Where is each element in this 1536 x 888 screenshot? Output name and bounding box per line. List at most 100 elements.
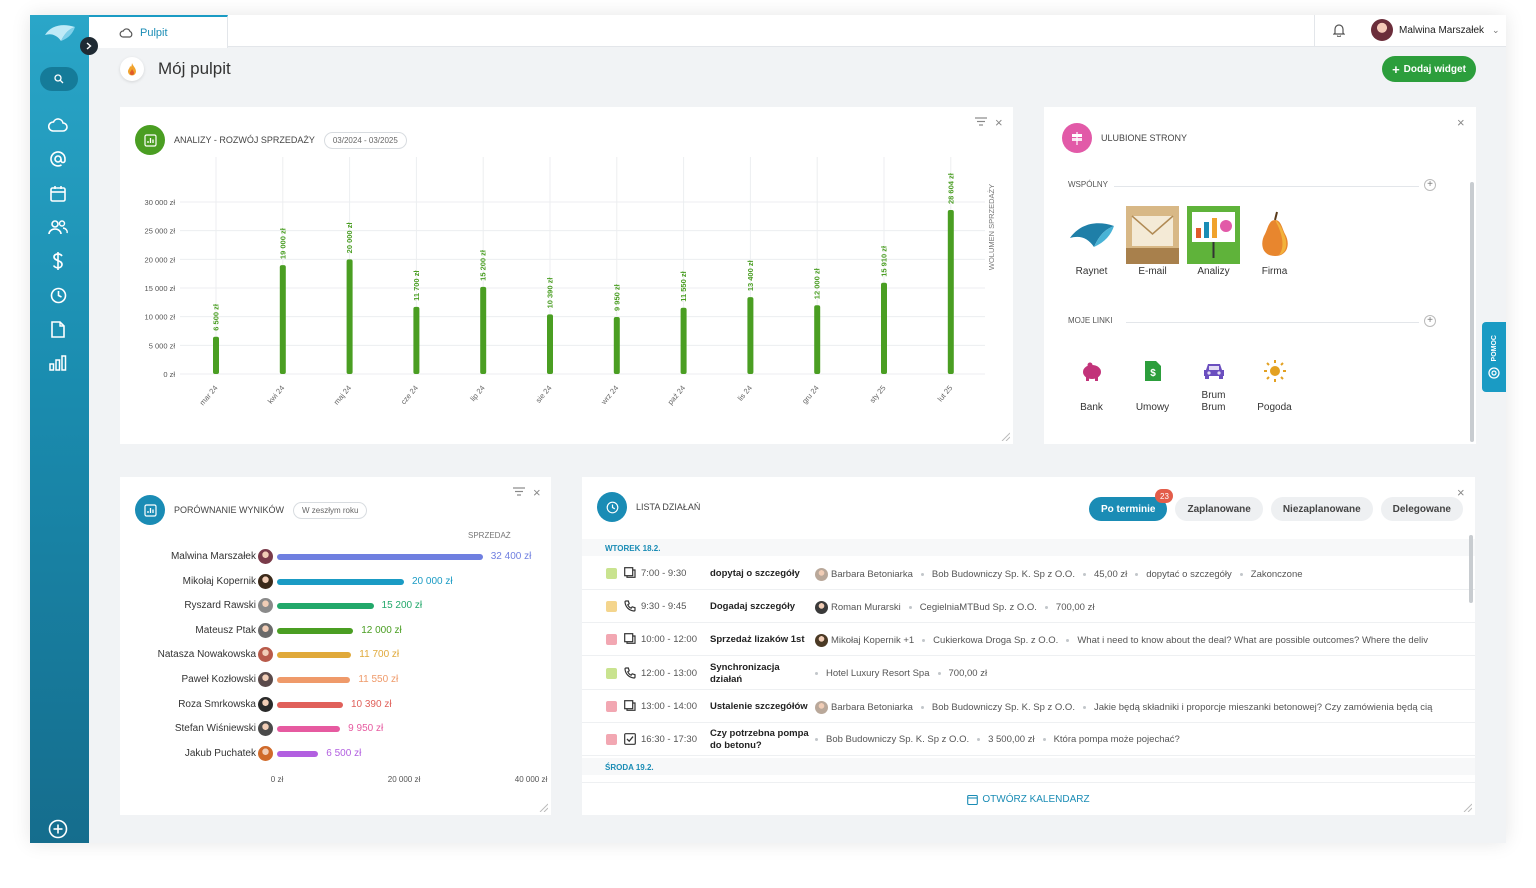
favorite-tile-email[interactable]: E-mail	[1124, 204, 1181, 286]
salesperson-name: Stefan Wiśniewski	[174, 723, 256, 735]
bar	[277, 652, 352, 659]
activities-scrollbar[interactable]	[1469, 535, 1473, 603]
comparison-row[interactable]: Ryszard Rawski 15 200 zł	[120, 598, 550, 614]
sidebar-item-email[interactable]	[45, 146, 71, 172]
salesperson-name: Mikołaj Kopernik	[182, 575, 256, 587]
favorite-tile-label: Brum Brum	[1201, 390, 1226, 413]
day-header-bar	[582, 539, 1475, 556]
favorite-tile-label: Analizy	[1197, 266, 1230, 277]
divider	[1126, 322, 1419, 323]
comparison-row[interactable]: Malwina Marszałek 32 400 zł	[120, 549, 550, 565]
comparison-row[interactable]: Natasza Nowakowska 11 700 zł	[120, 647, 550, 663]
activity-meta[interactable]: Bob Budowniczy Sp. K. Sp z O.O.	[826, 734, 970, 745]
meeting-icon	[624, 633, 636, 647]
close-icon[interactable]: ×	[1457, 115, 1465, 130]
period-pill[interactable]: W zeszłym roku	[293, 501, 368, 519]
avatar	[258, 672, 273, 687]
separator-dot	[1135, 573, 1139, 576]
sidebar-item-contacts[interactable]	[45, 214, 71, 240]
favorites-scrollbar[interactable]	[1470, 182, 1474, 442]
add-my-link-button[interactable]: +	[1424, 315, 1436, 327]
x-tick-label: maj 24	[332, 384, 353, 407]
activity-title[interactable]: Synchronizacja działań	[710, 661, 780, 685]
activity-row[interactable]: 16:30 - 17:30 Czy potrzebna pompa do beto…	[582, 723, 1475, 756]
help-tab[interactable]: POMOC	[1482, 322, 1506, 392]
sidebar-add-button[interactable]	[45, 816, 71, 842]
sidebar-collapse-button[interactable]	[80, 37, 98, 55]
y-tick-label: 0 zł	[163, 370, 175, 379]
tab-overdue[interactable]: Po terminie 23	[1089, 489, 1174, 521]
filter-icon[interactable]	[975, 117, 987, 126]
date-range-pill[interactable]: 03/2024 - 03/2025	[323, 131, 407, 149]
comparison-row[interactable]: Mateusz Ptak 12 000 zł	[120, 622, 550, 639]
sidebar-item-documents[interactable]	[45, 316, 71, 342]
add-shared-link-button[interactable]: +	[1424, 179, 1436, 191]
tab-pulpit[interactable]: Pulpit	[89, 15, 228, 48]
close-icon[interactable]: ×	[995, 115, 1003, 130]
favorite-tile-raynet[interactable]: Raynet	[1063, 204, 1120, 286]
resize-handle-icon[interactable]	[538, 802, 548, 812]
sidebar-item-analytics[interactable]	[45, 350, 71, 376]
comparison-row[interactable]: Paweł Kozłowski 11 550 zł	[120, 672, 550, 688]
activity-row[interactable]: 12:00 - 13:00 Synchronizacja działań Hotel…	[582, 657, 1475, 690]
bar-chart-icon	[49, 355, 67, 371]
activity-meta[interactable]: Hotel Luxury Resort Spa	[826, 667, 930, 679]
bar-value-label: 9 950 zł	[612, 283, 621, 311]
sun-icon	[1248, 342, 1301, 400]
activity-title[interactable]: Sprzedaż lizaków 1st	[710, 634, 805, 646]
activity-title[interactable]: Czy potrzebna pompa do betonu?	[710, 728, 809, 751]
tab-delegated[interactable]: Delegowane	[1380, 497, 1463, 521]
activity-row[interactable]: 9:30 - 9:45 Dogadaj szczegóły Roman Murars…	[582, 590, 1475, 624]
activity-row[interactable]: 7:00 - 9:30 dopytaj o szczegóły Barbara Be…	[582, 557, 1475, 590]
activity-meta[interactable]: Barbara Betoniarka	[831, 701, 913, 713]
close-icon[interactable]: ×	[533, 485, 541, 500]
activity-title[interactable]: dopytaj o szczegóły	[710, 568, 800, 579]
tab-planned[interactable]: Zaplanowane	[1175, 497, 1263, 521]
activity-meta[interactable]: Roman Murarski	[831, 602, 901, 614]
bar-value-label: 9 950 zł	[348, 723, 384, 735]
favorite-tile-brum-brum[interactable]: Brum Brum	[1185, 340, 1242, 422]
activity-details: Mikołaj Kopernik +1 Cukierkowa Droga Sp. …	[815, 634, 1455, 648]
activity-title[interactable]: Dogadaj szczegóły	[710, 601, 795, 613]
activity-meta[interactable]: Barbara Betoniarka	[831, 569, 913, 580]
people-icon	[48, 220, 68, 235]
piggy-bank-icon	[1065, 342, 1118, 400]
activities-widget-header: LISTA DZIAŁAŃ	[597, 492, 700, 522]
favorite-tile-bank[interactable]: Bank	[1063, 340, 1120, 422]
favorite-tile-pogoda[interactable]: Pogoda	[1246, 340, 1303, 422]
favorite-tile-firma[interactable]: Firma	[1246, 204, 1303, 286]
sidebar-search-button[interactable]	[40, 67, 78, 91]
sidebar-item-activities[interactable]	[45, 282, 71, 308]
favorite-tile-analizy[interactable]: Analizy	[1185, 204, 1242, 286]
sidebar-item-sales[interactable]	[45, 248, 71, 274]
priority-color-square	[606, 700, 617, 712]
meeting-icon	[624, 699, 636, 714]
comparison-row[interactable]: Mikołaj Kopernik 20 000 zł	[120, 573, 550, 590]
activity-row[interactable]: 13:00 - 14:00 Ustalenie szczegółów Barbara…	[582, 690, 1475, 723]
resize-handle-icon[interactable]	[1000, 431, 1010, 441]
sidebar-item-calendar[interactable]	[45, 180, 71, 206]
salesperson-name: Mateusz Ptak	[195, 624, 256, 636]
raynet-logo-icon[interactable]	[43, 23, 77, 43]
avatar	[258, 745, 273, 761]
tab-unplanned[interactable]: Niezaplanowane	[1270, 497, 1373, 521]
clock-icon	[597, 492, 627, 522]
user-menu[interactable]: Malwina Marszałek ⌄	[1371, 19, 1500, 41]
x-tick-label: sie 24	[534, 384, 554, 405]
open-calendar-button[interactable]: OTWÓRZ KALENDARZ	[582, 782, 1475, 815]
add-widget-button[interactable]: + Dodaj widget	[1382, 56, 1476, 82]
comparison-row[interactable]: Stefan Wiśniewski 9 950 zł	[120, 721, 550, 737]
close-icon[interactable]: ×	[1457, 485, 1465, 500]
favorite-tile-umowy[interactable]: $ Umowy	[1124, 340, 1181, 422]
bell-icon[interactable]	[1333, 23, 1345, 37]
activity-row[interactable]: 10:00 - 12:00 Sprzedaż lizaków 1st Mikołaj…	[582, 623, 1475, 657]
comparison-widget-header: PORÓWNANIE WYNIKÓW W zeszłym roku	[135, 495, 368, 525]
filter-icon[interactable]	[513, 487, 525, 496]
sidebar-item-dashboard[interactable]	[45, 112, 71, 138]
y-tick-label: 20 000 zł	[145, 255, 176, 264]
comparison-row[interactable]: Jakub Puchatek 6 500 zł	[120, 745, 550, 762]
comparison-row[interactable]: Roza Smrkowska 10 390 zł	[120, 696, 550, 713]
activity-title[interactable]: Ustalenie szczegółów	[710, 700, 808, 712]
activity-meta[interactable]: Mikołaj Kopernik +1	[831, 635, 915, 647]
resize-handle-icon[interactable]	[1462, 802, 1472, 812]
